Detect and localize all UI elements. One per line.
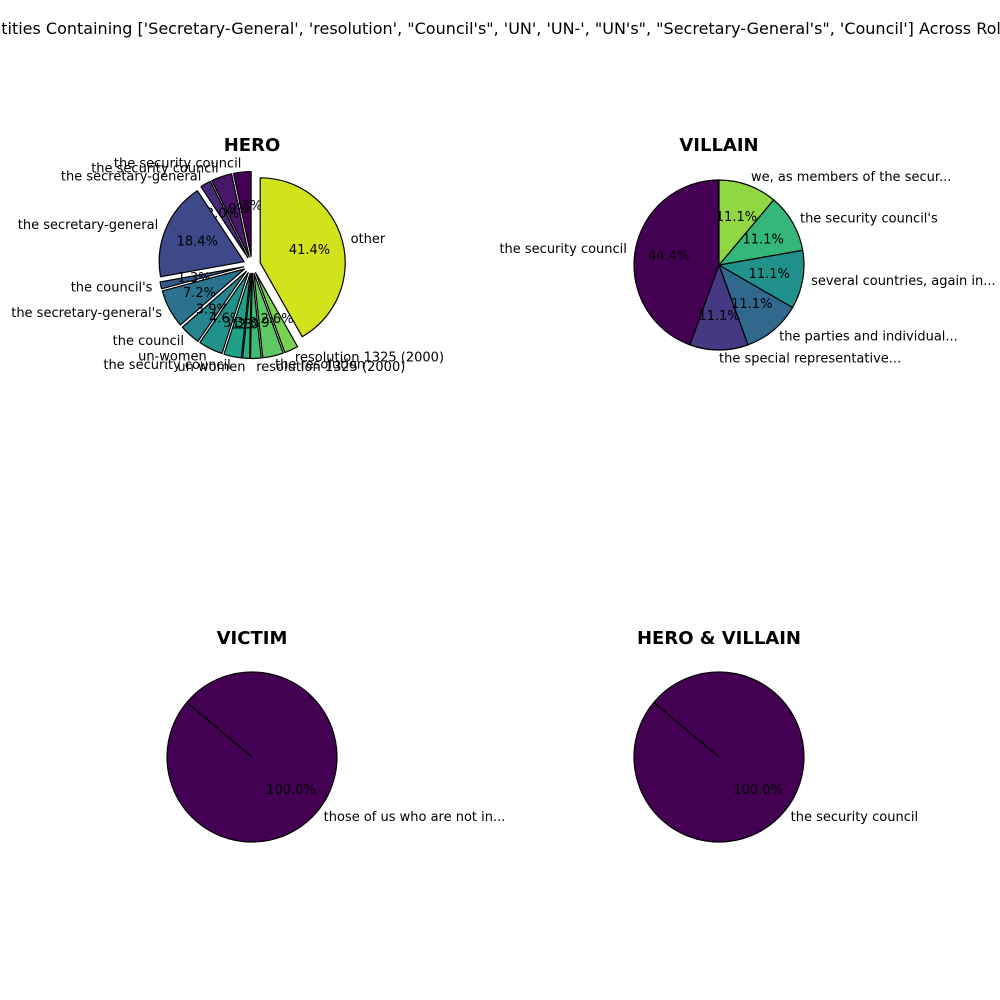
pie-chart-villain: VILLAIN the security council 44.4% the spec… <box>499 135 995 367</box>
pie-slice <box>249 272 262 360</box>
slice-label: the parties and individual... <box>779 330 958 345</box>
slice-percent-label: 11.1% <box>731 297 772 312</box>
pie-slice-edge <box>653 701 720 758</box>
slice-label: the security council <box>91 162 218 177</box>
slice-label: other <box>351 232 386 247</box>
slice-label: several countries, again in... <box>811 274 996 289</box>
slice-percent-label: 11.1% <box>716 210 757 225</box>
chart-title: VILLAIN <box>679 135 758 156</box>
pie-slice <box>718 179 775 266</box>
pie-slice <box>253 272 284 359</box>
slice-label: the council <box>113 334 184 349</box>
slice-label: resolution 1325 (2000) <box>295 351 444 366</box>
slice-label: the secretary-general <box>61 169 201 184</box>
pie-slice <box>158 190 245 278</box>
pie-slice <box>181 270 247 342</box>
slice-percent-label: 18.4% <box>177 235 218 250</box>
pie-slice <box>633 179 720 346</box>
pie-chart-hero-villain: HERO & VILLAIN the security council 100.0% <box>633 628 918 843</box>
pie-slice <box>211 173 250 258</box>
pie-slice <box>199 272 249 355</box>
pie-slice <box>200 180 249 259</box>
slice-label: the security council <box>791 810 918 825</box>
slice-label: the security council's <box>800 211 938 226</box>
slice-label: the secretary-general <box>18 218 158 233</box>
slice-percent-label: 11.1% <box>749 267 790 282</box>
slice-label: the secretary-general's <box>11 306 162 321</box>
chart-title: VICTIM <box>217 628 288 649</box>
slice-label: we, as members of the secur... <box>751 170 951 185</box>
slice-label: un women <box>177 360 245 375</box>
pie-slice <box>166 671 338 843</box>
pie-slice <box>241 272 253 360</box>
pie-slice <box>254 272 299 354</box>
slice-label: the special representative... <box>719 352 901 367</box>
pie-slice <box>232 170 252 258</box>
chart-title: HERO <box>224 135 281 156</box>
pie-chart-victim: VICTIM those of us who are not in... 100.0… <box>166 628 506 843</box>
slice-percent-label: 44.4% <box>648 249 689 264</box>
slice-percent-label: 100.0% <box>733 783 783 798</box>
pie-slice <box>223 272 251 359</box>
slice-percent-label: 2.6% <box>261 312 294 327</box>
pie-slice <box>633 671 805 843</box>
pie-slice <box>161 268 246 326</box>
slice-percent-label: 11.1% <box>698 309 739 324</box>
slice-label: those of us who are not in... <box>324 810 506 825</box>
slice-label: the resolution <box>275 357 365 372</box>
slice-label: the security council <box>499 242 626 257</box>
slice-percent-label: 100.0% <box>266 783 316 798</box>
pie-slice <box>159 266 245 290</box>
slice-label: the security council <box>103 358 230 373</box>
pie-slice-edge <box>186 701 253 758</box>
chart-title: HERO & VILLAIN <box>637 628 801 649</box>
slice-percent-label: 41.4% <box>289 243 330 258</box>
slice-label: the security council <box>114 157 241 172</box>
slice-percent-label: 7.2% <box>183 286 216 301</box>
pie-slice <box>259 177 346 338</box>
figure-suptitle: Entities Containing ['Secretary-General'… <box>0 19 1000 38</box>
slice-label: un-women <box>138 349 207 364</box>
slice-percent-label: 11.1% <box>743 233 784 248</box>
slice-label: resolution 1325 (2000) <box>256 360 405 375</box>
slice-label: the council's <box>71 280 153 295</box>
